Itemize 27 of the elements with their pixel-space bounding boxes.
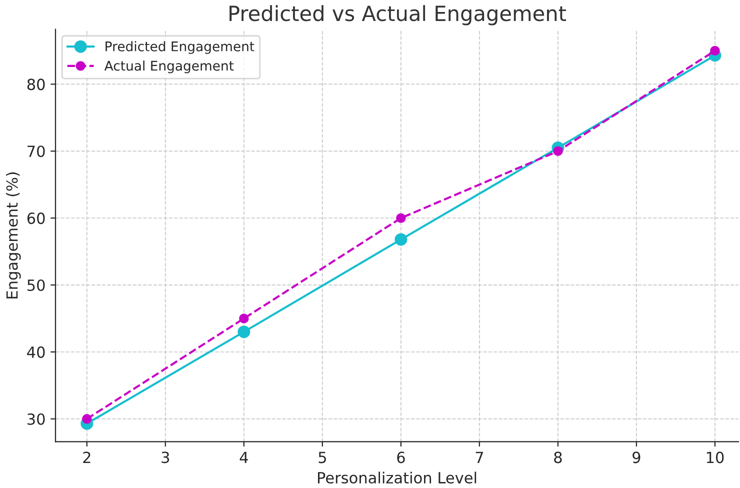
x-axis-title: Personalization Level <box>318 472 476 484</box>
legend-label: Actual Engagement <box>104 60 234 74</box>
chart-title: Predicted vs Actual Engagement <box>230 5 566 26</box>
x-tick-label: 2 <box>83 452 90 463</box>
legend-label: Predicted Engagement <box>106 41 254 54</box>
y-tick-label: 30 <box>28 413 45 425</box>
point <box>553 146 563 156</box>
point <box>82 414 92 424</box>
point <box>396 213 406 223</box>
point <box>710 46 720 56</box>
x-tick-label: 7 <box>476 452 483 463</box>
x-tick-label: 9 <box>632 452 640 464</box>
y-tick-label: 50 <box>28 279 45 292</box>
y-tick-label: 70 <box>28 146 45 158</box>
x-tick-label: 4 <box>240 452 248 463</box>
x-tick-label: 3 <box>162 452 170 464</box>
point <box>394 233 408 246</box>
x-tick-label: 5 <box>318 452 326 464</box>
x-tick-label: 6 <box>397 452 405 464</box>
point <box>239 314 249 324</box>
y-tick-label: 80 <box>27 78 45 90</box>
y-axis-title: Engagement (%) <box>6 172 21 298</box>
point <box>238 326 250 338</box>
x-tick-label: 8 <box>554 452 562 464</box>
y-tick-label: 60 <box>27 212 45 224</box>
x-tick-label: 10 <box>706 452 724 464</box>
y-tick-label: 40 <box>27 346 45 358</box>
